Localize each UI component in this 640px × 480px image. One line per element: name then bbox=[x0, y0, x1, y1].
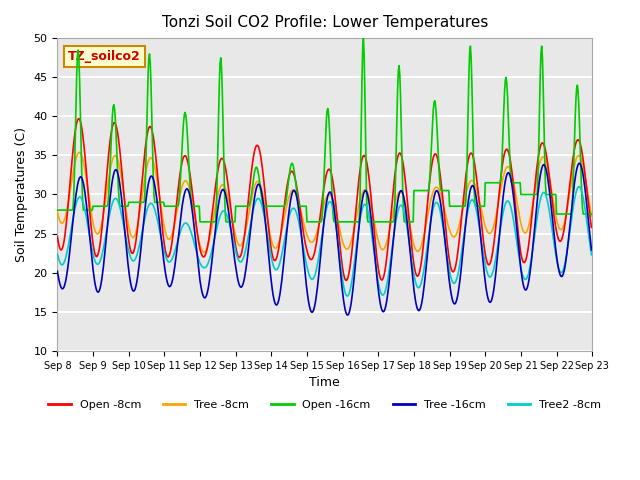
X-axis label: Time: Time bbox=[309, 376, 340, 389]
Title: Tonzi Soil CO2 Profile: Lower Temperatures: Tonzi Soil CO2 Profile: Lower Temperatur… bbox=[162, 15, 488, 30]
Text: TZ_soilco2: TZ_soilco2 bbox=[68, 50, 141, 63]
Legend: Open -8cm, Tree -8cm, Open -16cm, Tree -16cm, Tree2 -8cm: Open -8cm, Tree -8cm, Open -16cm, Tree -… bbox=[44, 395, 605, 414]
Y-axis label: Soil Temperatures (C): Soil Temperatures (C) bbox=[15, 127, 28, 262]
